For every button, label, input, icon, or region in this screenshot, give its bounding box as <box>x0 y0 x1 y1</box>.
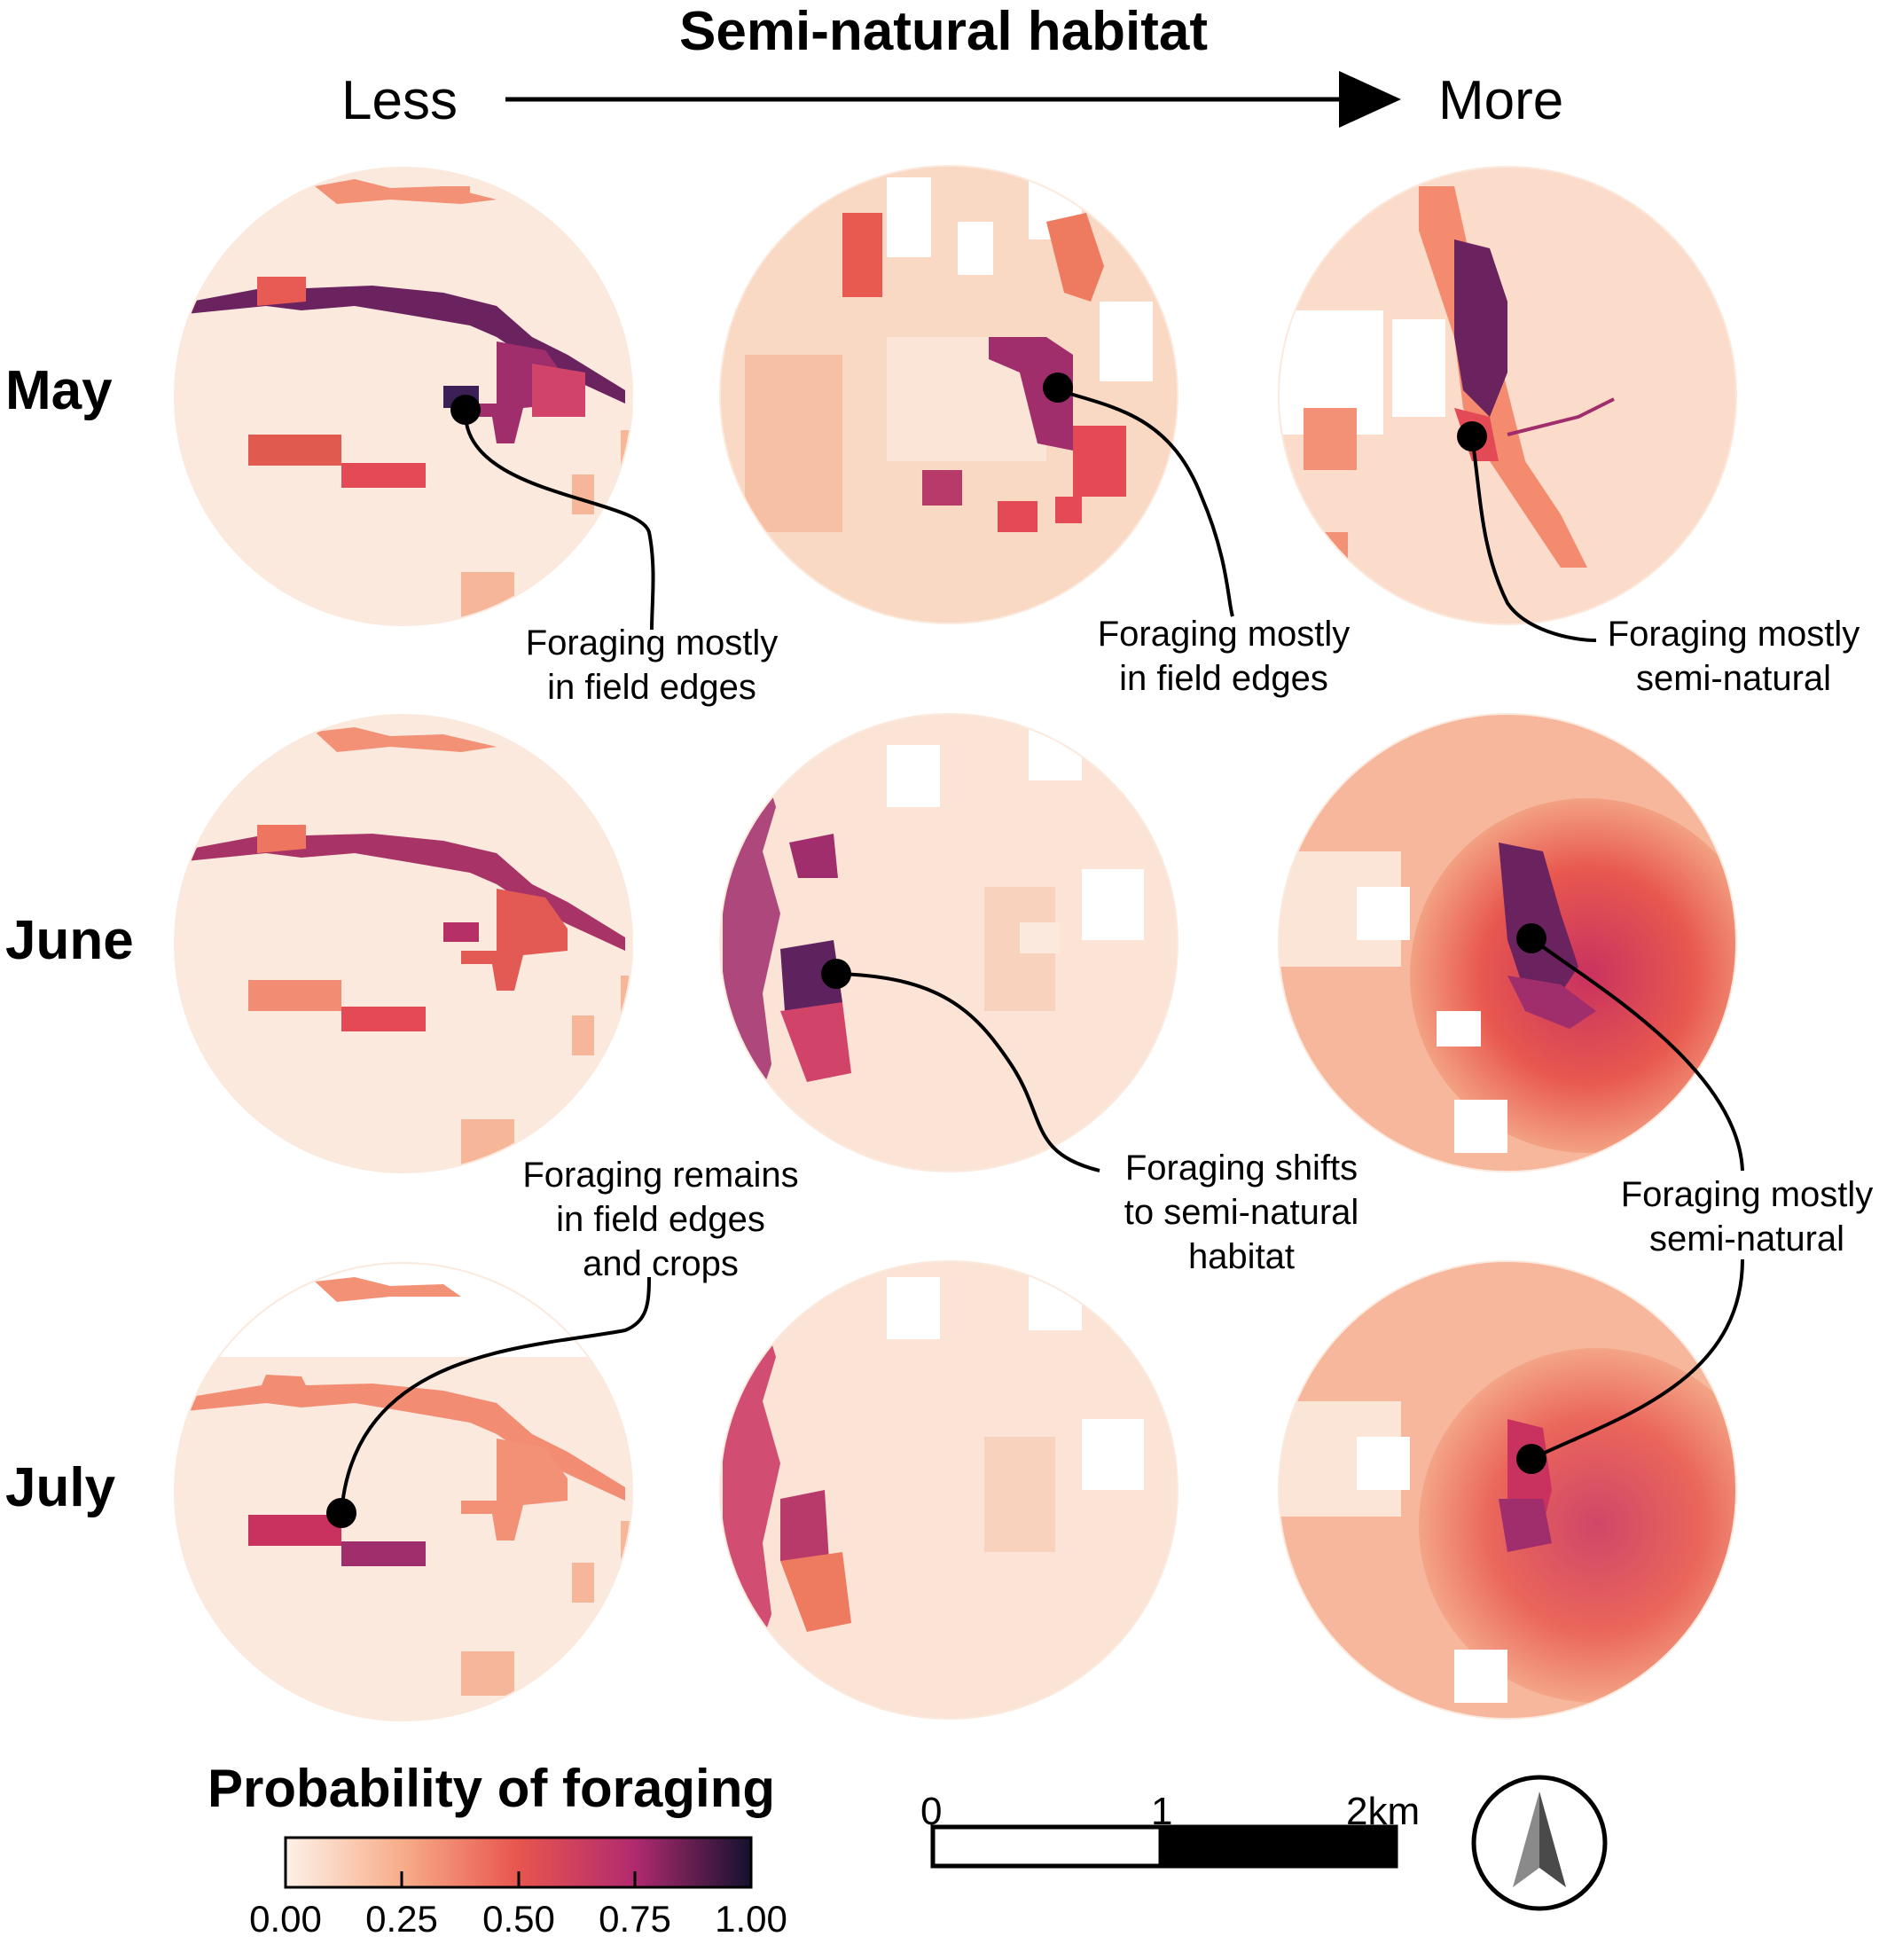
annotation-may-low: Foraging mostly in field edges <box>525 623 779 707</box>
location-dot <box>1516 923 1546 953</box>
annotation-may-high: Foraging mostly semi-natural <box>1607 615 1860 698</box>
scale-bar-black <box>1158 1824 1398 1869</box>
location-dot <box>821 959 851 989</box>
map-july-low <box>175 1263 632 1721</box>
leader-line <box>1531 1258 1744 1461</box>
row-label-june: June <box>5 910 134 971</box>
map-june-high <box>1279 714 1736 1172</box>
gradient-less-label: Less <box>341 70 458 131</box>
map-may-high <box>1279 167 1736 624</box>
location-dot <box>1043 372 1073 403</box>
map-july-high <box>1279 1261 1736 1719</box>
scale-label-0: 0 <box>920 1790 943 1833</box>
legend-tick-label: 0.25 <box>365 1898 438 1940</box>
leader-line <box>833 972 1100 1172</box>
row-label-july: July <box>5 1457 116 1518</box>
map-june-mid <box>720 714 1178 1172</box>
map-june-low <box>175 715 632 1172</box>
location-dot <box>1516 1444 1546 1474</box>
figure-title: Semi-natural habitat <box>679 1 1208 62</box>
leader-line <box>1470 435 1597 642</box>
annotation-july-low: Foraging remains in field edges and crops <box>522 1156 799 1283</box>
location-dot <box>1457 421 1487 451</box>
map-may-low <box>175 168 632 625</box>
annotation-july-high: Foraging mostly semi-natural <box>1620 1175 1874 1258</box>
legend-tick-label: 0.50 <box>482 1898 555 1940</box>
row-label-may: May <box>5 360 113 421</box>
gradient-more-label: More <box>1438 70 1564 131</box>
gradient-arrowhead-icon <box>1339 71 1401 128</box>
leader-line <box>340 1276 651 1514</box>
leader-line <box>1057 388 1234 617</box>
map-may-mid <box>720 166 1178 623</box>
location-dot <box>450 395 481 425</box>
legend-tick-label: 1.00 <box>715 1898 787 1940</box>
legend-tick-label: 0.75 <box>599 1898 671 1940</box>
scale-bar-white <box>930 1824 1163 1869</box>
annotation-june-mid: Foraging shifts to semi-natural habitat <box>1124 1149 1359 1276</box>
location-dot <box>326 1498 356 1528</box>
legend-tick-label: 0.00 <box>249 1898 322 1940</box>
annotation-may-mid: Foraging mostly in field edges <box>1097 615 1351 698</box>
leader-line <box>463 409 655 631</box>
leader-line <box>1530 937 1744 1172</box>
scale-label-1: 1 <box>1151 1790 1173 1833</box>
scale-label-2km: 2km <box>1346 1790 1421 1833</box>
north-arrow-icon <box>1471 1775 1608 1911</box>
legend-title: Probability of foraging <box>207 1759 775 1818</box>
